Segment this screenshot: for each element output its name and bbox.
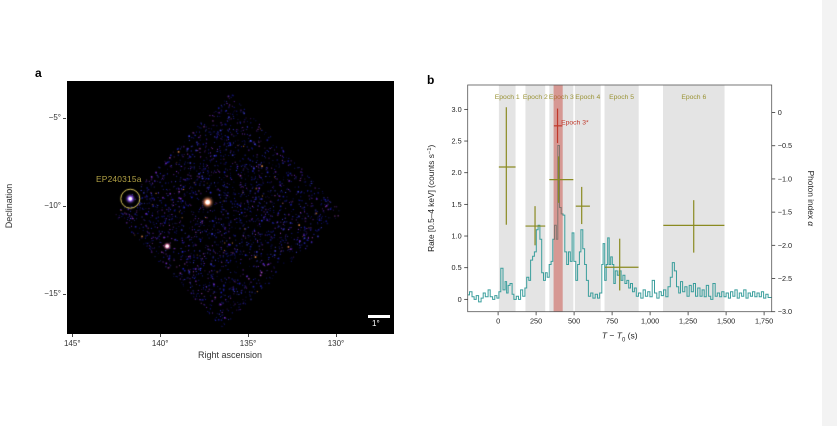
y-right-tick-label: −3.0 [778, 307, 792, 316]
y-right-tick-label: −1.5 [778, 208, 792, 217]
y-right-axis-title: Photon index α [806, 171, 816, 227]
special-epoch-label: Epoch 3* [561, 119, 589, 126]
page-edge-strip [822, 0, 837, 426]
x-tick-label: 135° [239, 339, 257, 348]
y-right-tick-label: −2.0 [778, 241, 792, 250]
axis-tick [248, 334, 250, 337]
epoch-band [525, 85, 546, 312]
y-left-tick-label: 3.0 [452, 105, 462, 114]
epoch-label: Epoch 1 [495, 94, 520, 101]
x-tick-label: 0 [496, 317, 500, 326]
y-left-tick-label: 2.0 [452, 168, 462, 177]
axis-tick [72, 334, 74, 337]
photon-index-cross [604, 238, 639, 291]
y-right-tick-label: −1.0 [778, 174, 792, 183]
x-axis-title: T − T0 (s) [602, 331, 638, 344]
x-tick-label: 140° [151, 339, 169, 348]
panel-a-yaxis-title: Declination [4, 183, 14, 229]
scale-bar [368, 315, 390, 318]
y-right-tick-label: 0 [778, 108, 782, 117]
y-tick-label: −15° [44, 288, 61, 298]
y-left-tick-label: 0.5 [452, 263, 462, 272]
photon-index-cross [553, 108, 563, 144]
epoch-band [663, 85, 725, 312]
y-left-tick-label: 0 [458, 295, 462, 304]
epoch-label: Epoch 2 [523, 94, 548, 101]
epoch-label: Epoch 5 [609, 94, 634, 101]
epoch-band [574, 85, 601, 312]
x-tick-label: 1,750 [755, 317, 773, 326]
y-right-tick-label: −0.5 [778, 141, 792, 150]
scale-bar-label: 1° [372, 319, 380, 328]
photon-index-cross [663, 200, 725, 253]
axis-tick [63, 205, 66, 207]
epoch-label: Epoch 4 [575, 94, 600, 101]
x-tick-label: 1,000 [641, 317, 659, 326]
y-tick-label: −10° [44, 200, 61, 210]
photon-index-cross [575, 186, 590, 225]
y-left-tick-label: 1.0 [452, 232, 462, 241]
epoch-label: Epoch 6 [681, 94, 706, 101]
y-right-tick-label: −2.5 [778, 274, 792, 283]
panel-b-label: b [427, 73, 435, 87]
source-label-ep240315a: EP240315a [96, 174, 142, 184]
photon-index-cross [525, 206, 546, 246]
x-tick-label: 130° [327, 339, 345, 348]
axis-tick [63, 117, 66, 119]
y-left-tick-label: 1.5 [452, 200, 462, 209]
x-tick-label: 750 [606, 317, 618, 326]
epoch-band [498, 85, 516, 312]
panel-a-label: a [35, 66, 42, 80]
y-left-axis-title: Rate [0.5–4 keV] (counts s−1) [426, 145, 436, 252]
axis-tick [160, 334, 162, 337]
x-tick-label: 500 [568, 317, 580, 326]
light-curve [467, 145, 772, 303]
plot-border [467, 84, 773, 313]
y-tick-label: −5° [48, 112, 61, 122]
panel-a-xaxis-title: Right ascension [197, 350, 263, 360]
x-tick-label: 1,500 [717, 317, 735, 326]
x-tick-label: 145° [63, 339, 81, 348]
x-tick-label: 1,250 [679, 317, 697, 326]
y-left-tick-label: 2.5 [452, 137, 462, 146]
photon-index-cross [498, 107, 516, 225]
axis-tick [335, 334, 337, 337]
photon-index-cross [549, 156, 574, 203]
x-tick-label: 250 [530, 317, 542, 326]
sky-image [67, 81, 394, 334]
axis-tick [63, 293, 66, 295]
